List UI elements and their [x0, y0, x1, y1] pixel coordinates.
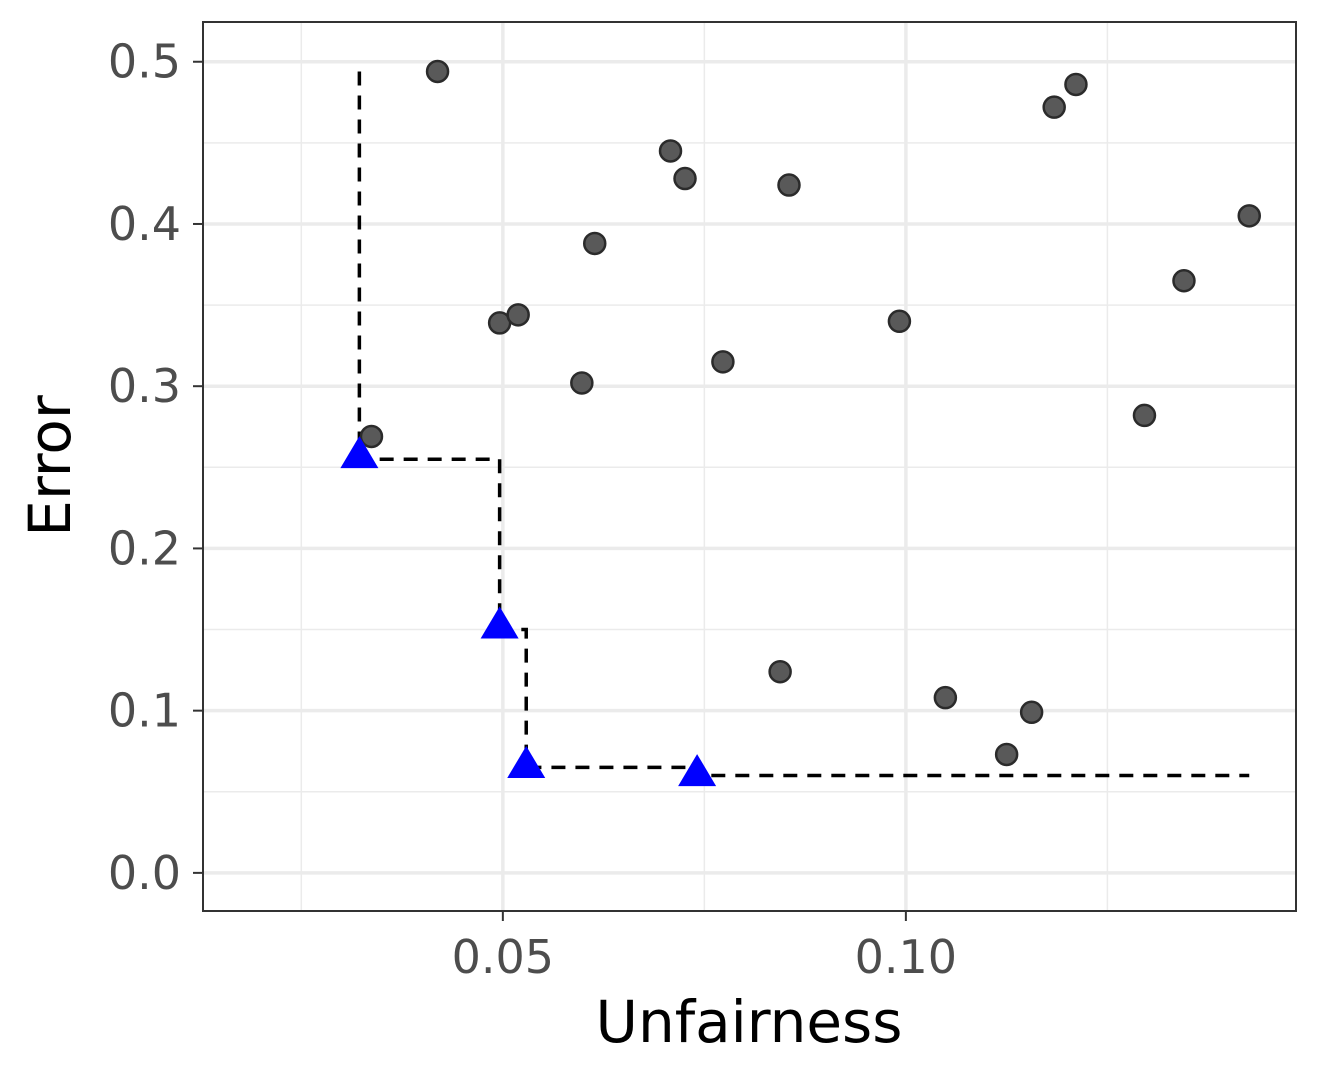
pareto-triangle-point — [480, 606, 519, 639]
scatter-point — [1237, 204, 1261, 228]
major-gridlines — [203, 22, 1296, 911]
data-points — [340, 59, 1261, 787]
plot-panel — [203, 22, 1296, 911]
scatter-point — [570, 371, 594, 395]
pareto-triangle-point — [678, 754, 717, 787]
y-tick-label: 0.1 — [108, 684, 181, 738]
x-axis-title: Unfairness — [596, 988, 903, 1056]
scatter-point — [582, 231, 607, 256]
y-axis-ticks: 0.0 0.1 0.2 0.3 0.4 0.5 — [108, 35, 203, 900]
pareto-triangle-point — [507, 745, 546, 778]
scatter-point — [1172, 269, 1196, 293]
scatter-point — [359, 424, 384, 449]
y-tick-label: 0.4 — [108, 197, 181, 251]
x-tick-label: 0.10 — [855, 930, 957, 984]
y-tick-label: 0.3 — [108, 359, 181, 413]
x-axis-ticks: 0.05 0.10 — [452, 911, 957, 984]
y-tick-label: 0.2 — [108, 521, 181, 575]
pareto-triangle-point — [340, 436, 379, 469]
scatter-point — [1064, 72, 1088, 97]
scatter-point — [506, 303, 530, 327]
scatter-point — [673, 166, 697, 191]
plot-border — [202, 21, 1297, 912]
y-tick-label: 0.0 — [108, 846, 181, 900]
scatter-point — [1019, 700, 1044, 725]
scatter-point — [777, 173, 801, 197]
scatter-point — [711, 350, 735, 374]
scatter-point — [933, 685, 958, 710]
y-tick-label: 0.5 — [108, 35, 181, 89]
y-axis-title: Error — [16, 395, 84, 537]
scatter-point — [1132, 403, 1157, 428]
x-tick-label: 0.05 — [452, 930, 554, 984]
scatter-point — [887, 309, 912, 334]
scatter-point — [658, 139, 683, 163]
minor-gridlines — [203, 22, 1296, 911]
scatter-point — [1042, 95, 1066, 119]
scatter-point — [768, 659, 792, 684]
scatter-point — [994, 742, 1019, 767]
scatter-point — [425, 59, 450, 84]
